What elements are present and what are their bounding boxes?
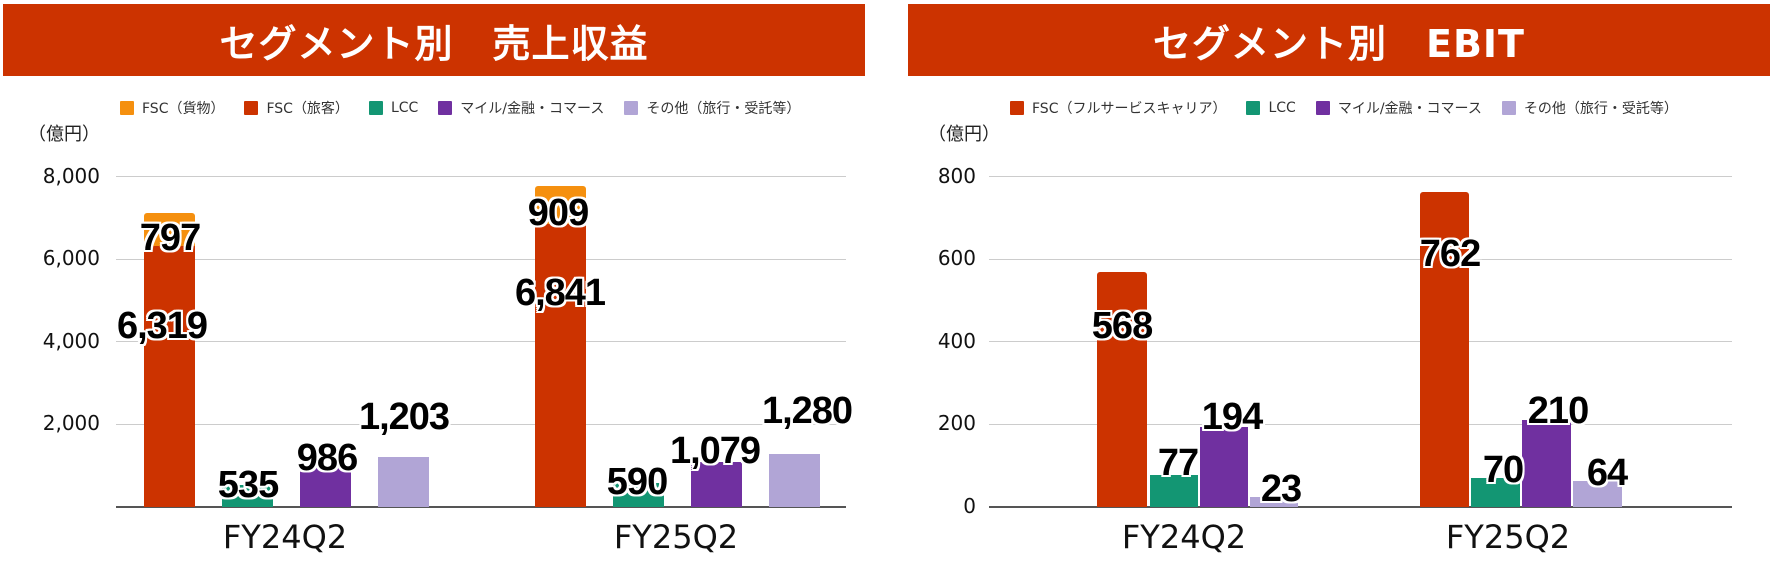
legend-swatch-icon [1246,101,1261,115]
value-label: 568 [1091,305,1153,347]
gridline [116,176,846,177]
ebit-chart-title: セグメント別 EBIT [908,4,1770,76]
legend-item-fsc-passenger: FSC（旅客） [244,98,349,118]
gridline [116,259,846,260]
value-label: 986 [296,437,358,479]
y-tick: 200 [937,411,976,435]
ebit-chart-panel: セグメント別 EBIT FSC（フルサービスキャリア） LCC マイル/金融・コ… [880,0,1773,568]
x-category-label: FY24Q2 [1121,518,1247,556]
y-axis-unit: （億円） [928,124,1000,145]
bar-fy24q2-lcc [1150,475,1198,507]
y-tick: 400 [937,329,976,353]
legend-item-mile-finance: マイル/金融・コマース [1315,98,1482,118]
bar-fy24q2-fsc-stack [144,213,195,507]
y-tick: 4,000 [42,329,100,353]
revenue-legend: FSC（貨物） FSC（旅客） LCC マイル/金融・コマース その他（旅行・受… [120,98,800,118]
legend-item-other: その他（旅行・受託等） [1501,98,1678,118]
bar-fy25q2-lcc [613,483,664,507]
bar-fy24q2-fsc-passenger [144,246,195,507]
value-label: 210 [1527,390,1589,432]
x-category-label: FY25Q2 [1445,518,1571,556]
y-tick: 2,000 [42,411,100,435]
value-label: 23 [1260,468,1302,510]
legend-swatch-icon [368,101,383,115]
bar-fy24q2-mile-finance [1200,427,1248,507]
bar-fy24q2-fsc-cargo [144,213,195,246]
bar-fy25q2-fsc-stack [535,186,586,507]
bar-fy25q2-mile-finance [1522,420,1571,507]
value-label: 6,841 [514,272,606,314]
legend-label: マイル/金融・コマース [460,101,605,117]
legend-label: マイル/金融・コマース [1337,101,1482,117]
legend-swatch-icon [1501,101,1516,115]
legend-label: その他（旅行・受託等） [1523,101,1678,117]
value-label: 194 [1201,396,1263,438]
legend-item-mile-finance: マイル/金融・コマース [438,98,604,118]
y-axis-unit: （億円） [28,124,100,145]
bar-fy25q2-fsc [1420,192,1469,507]
value-label: 797 [139,217,201,259]
value-label: 1,079 [669,430,761,472]
gridline [989,424,1732,425]
revenue-chart-panel: セグメント別 売上収益 FSC（貨物） FSC（旅客） LCC マイル/金融・コ… [0,0,880,568]
ebit-legend: FSC（フルサービスキャリア） LCC マイル/金融・コマース その他（旅行・受… [1010,98,1678,118]
value-label: 535 [217,464,279,506]
bar-fy25q2-other [769,454,820,507]
y-tick: 600 [937,246,976,270]
bar-fy24q2-fsc [1097,272,1147,507]
bar-fy25q2-fsc-cargo [535,186,586,224]
value-label: 64 [1586,452,1628,494]
value-label: 762 [1419,233,1481,275]
legend-item-fsc: FSC（フルサービスキャリア） [1010,98,1226,118]
y-tick: 6,000 [42,246,100,270]
y-tick: 800 [937,164,976,188]
x-category-label: FY25Q2 [613,518,739,556]
bar-fy25q2-mile-finance [691,462,742,507]
x-axis-line [989,506,1732,508]
gridline [116,341,846,342]
legend-swatch-icon [244,101,259,115]
legend-swatch-icon [1315,101,1330,115]
y-tick: 8,000 [42,164,100,188]
legend-swatch-icon [1010,101,1024,115]
legend-item-other: その他（旅行・受託等） [624,98,800,118]
legend-label: FSC（貨物） [142,101,225,117]
bar-fy25q2-fsc-passenger [535,224,586,507]
legend-item-fsc-cargo: FSC（貨物） [120,98,224,118]
value-label: 590 [606,461,668,503]
y-tick: 0 [963,494,976,518]
legend-label: その他（旅行・受託等） [646,101,801,117]
bar-fy24q2-other [378,457,429,507]
legend-swatch-icon [624,101,639,115]
bar-fy24q2-lcc [222,485,273,507]
legend-label: LCC [1268,100,1296,116]
legend-label: FSC（旅客） [266,101,349,117]
revenue-chart-title: セグメント別 売上収益 [3,4,865,76]
gridline [116,424,846,425]
ebit-plot-area [989,176,1732,508]
x-axis-line [116,506,846,508]
value-label: 1,280 [761,390,853,432]
bar-fy24q2-mile-finance [300,466,351,507]
gridline [989,176,1732,177]
value-label: 909 [527,192,589,234]
legend-swatch-icon [438,101,453,115]
bar-fy25q2-other [1573,481,1622,507]
revenue-plot-area [116,176,846,508]
value-label: 1,203 [358,396,450,438]
gridline [989,341,1732,342]
value-label: 6,319 [116,305,208,347]
value-label: 77 [1157,442,1199,484]
legend-item-lcc: LCC [368,100,419,116]
x-category-label: FY24Q2 [222,518,348,556]
legend-swatch-icon [120,101,134,115]
legend-label: LCC [390,100,419,116]
gridline [989,259,1732,260]
value-label: 70 [1482,449,1524,491]
legend-item-lcc: LCC [1246,100,1296,116]
legend-label: FSC（フルサービスキャリア） [1032,101,1227,117]
bar-fy25q2-lcc [1471,478,1520,507]
bar-fy24q2-other [1250,497,1298,507]
